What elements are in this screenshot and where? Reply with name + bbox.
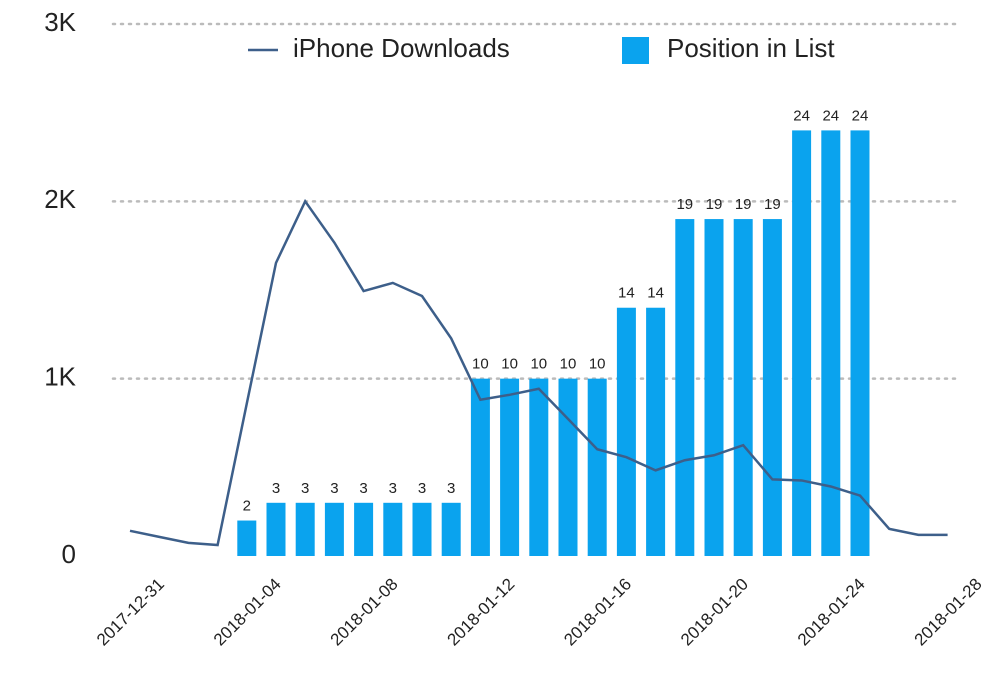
- y-tick-label: 1K: [44, 362, 76, 392]
- data-label: 3: [272, 480, 280, 497]
- x-tick-label: 2018-01-24: [794, 575, 869, 650]
- x-tick-label: 2018-01-04: [210, 575, 285, 650]
- legend-swatch: [622, 37, 649, 64]
- bar: [733, 219, 753, 557]
- bar: [675, 219, 695, 557]
- bar: [237, 520, 257, 556]
- data-label: 24: [852, 107, 869, 124]
- bar: [704, 219, 724, 557]
- bar: [646, 307, 666, 556]
- legend-label: Position in List: [667, 33, 835, 63]
- data-label: 10: [560, 356, 577, 373]
- data-label: 2: [243, 498, 251, 515]
- data-label: 19: [706, 196, 723, 213]
- data-label: 3: [389, 480, 397, 497]
- bar: [821, 130, 841, 556]
- data-label: 10: [501, 356, 518, 373]
- bar: [616, 307, 636, 556]
- data-label: 19: [676, 196, 693, 213]
- bar: [529, 378, 549, 556]
- y-tick-label: 2K: [44, 184, 76, 214]
- data-label: 14: [618, 285, 635, 302]
- x-tick-label: 2018-01-20: [677, 575, 752, 650]
- x-tick-label: 2018-01-12: [443, 575, 518, 650]
- data-label: 3: [330, 480, 338, 497]
- bar: [441, 502, 461, 556]
- data-label: 10: [472, 356, 489, 373]
- bar: [762, 219, 782, 557]
- x-tick-label: 2018-01-16: [560, 575, 635, 650]
- data-label: 3: [359, 480, 367, 497]
- line: [129, 198, 948, 547]
- data-label: 10: [530, 356, 547, 373]
- y-tick-label: 0: [62, 539, 76, 569]
- bar: [412, 502, 432, 556]
- bar: [354, 502, 374, 556]
- x-tick-label: 2018-01-08: [327, 575, 402, 650]
- data-label: 3: [301, 480, 309, 497]
- bar: [470, 378, 490, 556]
- data-label: 3: [418, 480, 426, 497]
- bar: [500, 378, 520, 556]
- legend-label: iPhone Downloads: [293, 33, 510, 63]
- bar: [266, 502, 286, 556]
- data-label: 3: [447, 480, 455, 497]
- bar: [295, 502, 315, 556]
- x-tick-label: 2018-01-28: [911, 575, 986, 650]
- data-label: 24: [793, 107, 810, 124]
- data-label: 19: [764, 196, 781, 213]
- bar: [383, 502, 403, 556]
- data-label: 10: [589, 356, 606, 373]
- y-tick-label: 3K: [44, 7, 76, 37]
- bar: [792, 130, 812, 556]
- data-label: 14: [647, 285, 664, 302]
- data-label: 19: [735, 196, 752, 213]
- bar: [850, 130, 870, 556]
- x-tick-label: 2017-12-31: [93, 575, 168, 650]
- bar: [324, 502, 344, 556]
- bar: [587, 378, 607, 556]
- data-label: 24: [822, 107, 839, 124]
- bar: [558, 378, 578, 556]
